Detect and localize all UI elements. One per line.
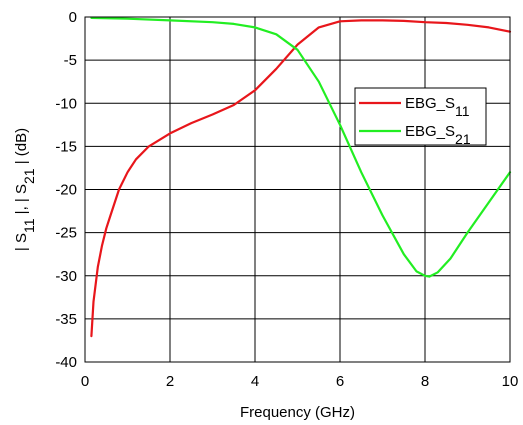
legend-label: EBG_S21: [405, 123, 471, 147]
y-tick-label: -5: [64, 52, 77, 69]
plot-frame: [84, 16, 511, 363]
y-tick-label: -20: [55, 182, 77, 199]
x-tick-label: 6: [336, 373, 344, 390]
text-part: | (dB): [13, 128, 30, 169]
x-tick-label: 4: [251, 373, 259, 390]
legend-box: [354, 87, 487, 146]
y-tick-label: -10: [55, 95, 77, 112]
legend-label: EBG_S11: [405, 95, 470, 119]
subscript: 21: [21, 168, 37, 184]
series-line-ebg-s11: [90, 19, 512, 338]
series-layer: [90, 16, 512, 338]
y-tick-label: -15: [55, 138, 77, 155]
text-part: |, | S: [13, 184, 30, 218]
subscript: 11: [455, 103, 470, 119]
text-part: | S: [13, 233, 30, 251]
y-tick-label: -35: [55, 311, 77, 328]
series-line-ebg-s21: [90, 16, 512, 278]
x-axis-title: Frequency (GHz): [240, 404, 355, 421]
text-part: EBG_S: [405, 123, 455, 140]
y-tick-label: -40: [55, 354, 77, 371]
tick-layer: 0 2 4 6 8 10 0 -5 -10 -15 -20 -25 -30 -35 -40: [55, 9, 518, 390]
x-tick-label: 0: [81, 373, 89, 390]
y-axis-title: | S11 |, | S21 | (dB): [13, 128, 37, 251]
subscript: 21: [455, 131, 471, 147]
x-tick-label: 8: [421, 373, 429, 390]
x-tick-label: 2: [166, 373, 174, 390]
y-tick-label: -30: [55, 268, 77, 285]
grid-layer: [85, 17, 510, 362]
text-part: EBG_S: [405, 95, 455, 112]
x-tick-label: 10: [502, 373, 519, 390]
y-tick-label: -25: [55, 225, 77, 242]
y-tick-label: 0: [69, 9, 77, 26]
subscript: 11: [21, 218, 37, 233]
